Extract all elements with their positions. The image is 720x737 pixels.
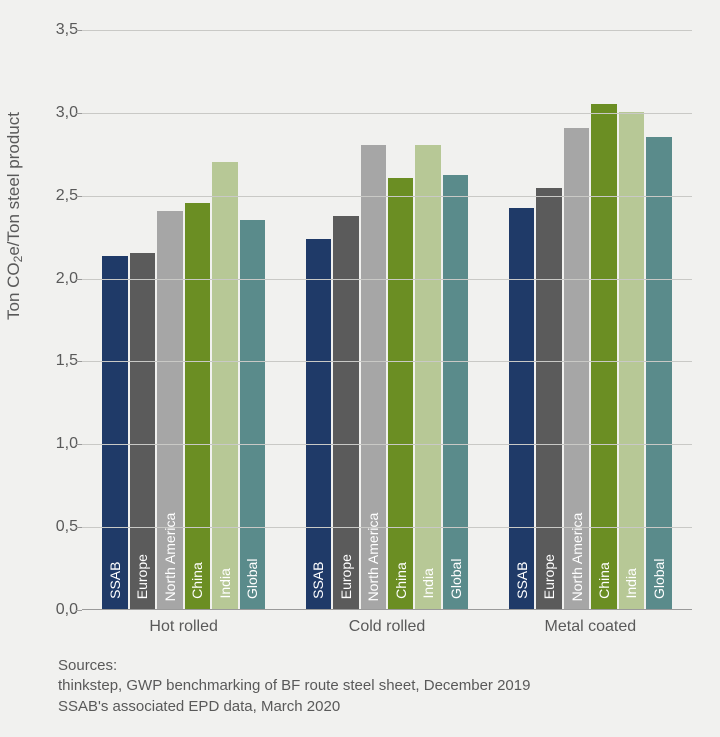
y-tick-label: 1,5 — [48, 352, 78, 370]
y-tick-mark — [76, 361, 82, 362]
bar-series-label: India — [623, 582, 639, 612]
y-tick-mark — [76, 279, 82, 280]
grid-line — [82, 196, 692, 197]
bar-series-label: China — [393, 579, 409, 616]
grid-line — [82, 279, 692, 280]
y-tick-mark — [76, 444, 82, 445]
bar: Global — [646, 137, 671, 609]
y-axis-title: Ton CO2e/Ton steel product — [4, 112, 24, 320]
bar: Europe — [536, 188, 561, 609]
bar: North America — [157, 211, 182, 609]
bar: Europe — [130, 253, 155, 609]
y-tick-mark — [76, 610, 82, 611]
y-tick-label: 2,5 — [48, 187, 78, 205]
bar: SSAB — [102, 256, 127, 609]
bar-series-label: China — [189, 579, 205, 616]
bar-series-label: Europe — [541, 574, 557, 619]
bar: North America — [564, 128, 589, 609]
x-group-label: Cold rolled — [349, 618, 425, 636]
bar-series-label: India — [420, 582, 436, 612]
bar-series-label: SSAB — [310, 578, 326, 615]
bar: China — [185, 203, 210, 609]
plot-area: SSABEuropeNorth AmericaChinaIndiaGlobalS… — [82, 30, 692, 610]
bar: India — [415, 145, 440, 609]
y-tick-mark — [76, 113, 82, 114]
x-group-label: Hot rolled — [149, 618, 217, 636]
bar: China — [591, 104, 616, 609]
bar: Global — [443, 175, 468, 609]
grid-line — [82, 444, 692, 445]
bar: North America — [361, 145, 386, 609]
y-tick-label: 1,0 — [48, 435, 78, 453]
bar-series-label: SSAB — [514, 578, 530, 615]
bar: China — [388, 178, 413, 609]
grid-line — [82, 527, 692, 528]
y-tick-label: 0,0 — [48, 601, 78, 619]
sources-line-1: thinkstep, GWP benchmarking of BF route … — [58, 676, 530, 696]
bar-series-label: SSAB — [107, 578, 123, 615]
y-tick-label: 2,0 — [48, 270, 78, 288]
bar: SSAB — [306, 239, 331, 609]
bar-series-label: Europe — [338, 574, 354, 619]
sources-block: Sources: thinkstep, GWP benchmarking of … — [58, 656, 530, 717]
grid-line — [82, 30, 692, 31]
y-tick-label: 3,0 — [48, 104, 78, 122]
grid-line — [82, 361, 692, 362]
y-tick-mark — [76, 30, 82, 31]
bar-series-label: Europe — [134, 574, 150, 619]
x-group-label: Metal coated — [545, 618, 637, 636]
sources-line-2: SSAB's associated EPD data, March 2020 — [58, 697, 530, 717]
bars-layer: SSABEuropeNorth AmericaChinaIndiaGlobalS… — [82, 30, 692, 609]
grid-line — [82, 113, 692, 114]
bar: SSAB — [509, 208, 534, 609]
bar: India — [619, 112, 644, 609]
chart-container: Ton CO2e/Ton steel product SSABEuropeNor… — [0, 0, 720, 737]
bar-series-label: Global — [244, 577, 260, 617]
y-tick-label: 3,5 — [48, 21, 78, 39]
y-tick-label: 0,5 — [48, 518, 78, 536]
bar-series-label: India — [217, 582, 233, 612]
bar-series-label: China — [596, 579, 612, 616]
bar: India — [212, 162, 237, 609]
bar-series-label: Global — [448, 577, 464, 617]
bar: Europe — [333, 216, 358, 609]
y-tick-mark — [76, 196, 82, 197]
sources-heading: Sources: — [58, 656, 530, 676]
y-tick-mark — [76, 527, 82, 528]
bar-series-label: Global — [651, 577, 667, 617]
